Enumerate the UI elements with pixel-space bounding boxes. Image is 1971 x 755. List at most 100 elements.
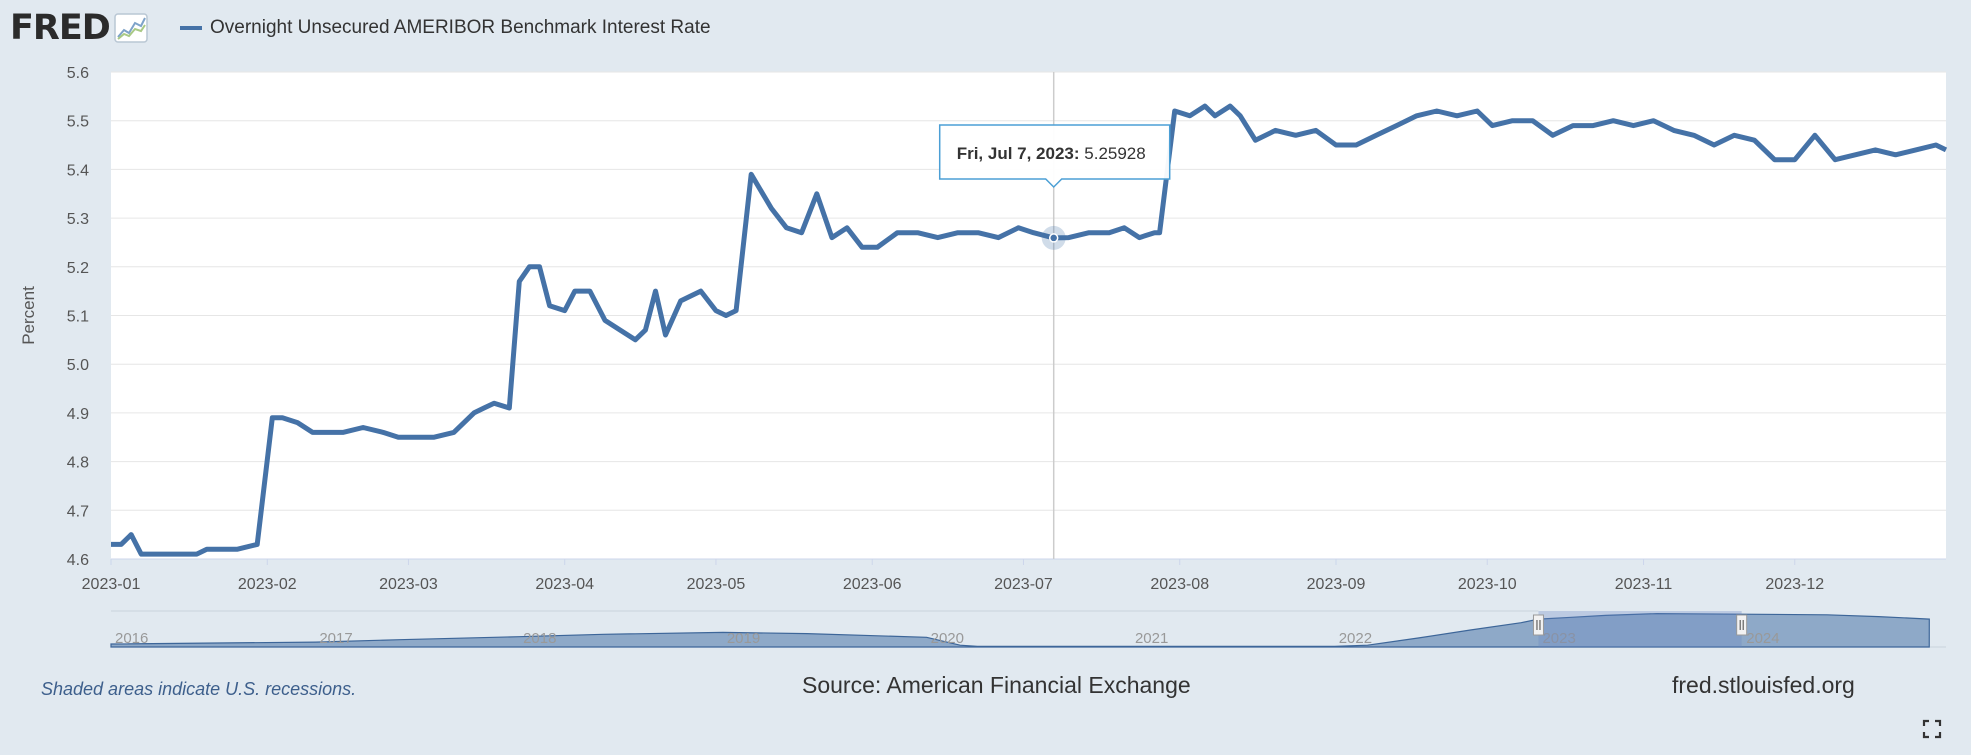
navigator-label: 2019 (727, 630, 760, 647)
chart[interactable]: 4.6 4.7 4.8 4.9 5.0 5.1 5.2 5.3 5.4 5.5 5.6 Percent… (0, 0, 1971, 670)
data-point (548, 304, 552, 308)
data-point (311, 430, 315, 434)
data-point (1833, 158, 1837, 162)
navigator-label: 2017 (319, 630, 352, 647)
header: FRED (10, 8, 148, 48)
data-point (1173, 109, 1177, 113)
data-point (1752, 138, 1756, 142)
data-point (689, 294, 693, 298)
line-chart-icon (114, 13, 148, 43)
data-point (270, 416, 274, 420)
data-point (1253, 138, 1257, 142)
data-point (1672, 128, 1676, 132)
x-tick-label: 2023-11 (1615, 576, 1673, 593)
data-point (1294, 133, 1298, 137)
data-point (1374, 133, 1378, 137)
x-tick-label: 2023-03 (379, 576, 438, 593)
data-point (643, 328, 647, 332)
data-point (411, 435, 415, 439)
data-point (1591, 124, 1595, 128)
data-point (1455, 114, 1459, 118)
data-point (1813, 133, 1817, 137)
data-point (205, 547, 209, 551)
navigator-label: 2022 (1339, 630, 1372, 647)
data-point (664, 333, 668, 337)
data-point (1712, 143, 1716, 147)
data-point (1853, 153, 1857, 157)
data-point (175, 552, 179, 556)
data-point (1631, 124, 1635, 128)
handle-grip (1532, 614, 1544, 636)
x-tick-label: 2023-04 (535, 576, 594, 593)
data-point (1611, 119, 1615, 123)
tooltip: Fri, Jul 7, 2023: 5.25928 (938, 124, 1171, 189)
data-point (280, 416, 284, 420)
data-point (936, 236, 940, 240)
navigator-label: 2024 (1746, 630, 1779, 647)
y-tick-label: 5.0 (67, 357, 89, 374)
data-point (1153, 231, 1157, 235)
site-link[interactable]: fred.stlouisfed.org (1672, 672, 1855, 698)
data-point (255, 542, 259, 546)
data-point (734, 309, 738, 313)
data-point (860, 245, 864, 249)
data-point (830, 236, 834, 240)
data-point (1934, 143, 1938, 147)
navigator-label: 2016 (115, 630, 148, 647)
data-point (361, 426, 365, 430)
fullscreen-icon[interactable] (1922, 719, 1942, 739)
x-tick-label: 2023-07 (994, 576, 1053, 593)
data-point (1490, 124, 1494, 128)
y-tick-label: 4.8 (67, 455, 89, 472)
fred-logo[interactable]: FRED (10, 8, 111, 48)
data-point (1873, 148, 1877, 152)
y-tick-label: 4.7 (67, 503, 89, 520)
data-point (1137, 236, 1141, 240)
data-point (956, 231, 960, 235)
data-point (381, 430, 385, 434)
data-point (1475, 109, 1479, 113)
navigator-handle-left[interactable] (1532, 614, 1544, 636)
navigator-selection (1538, 611, 1742, 647)
data-point (895, 231, 899, 235)
recession-note: Shaded areas indicate U.S. recessions. (41, 679, 357, 699)
navigator-label: 2020 (931, 630, 964, 647)
data-point (618, 328, 622, 332)
data-point (492, 401, 496, 405)
data-point (1213, 114, 1217, 118)
y-tick-label: 4.6 (67, 552, 89, 569)
navigator-label: 2021 (1135, 630, 1168, 647)
data-point (1894, 153, 1898, 157)
data-point (1314, 128, 1318, 132)
tooltip-value: 5.25928 (1084, 144, 1145, 163)
legend[interactable]: Overnight Unsecured AMERIBOR Benchmark I… (180, 17, 711, 39)
data-point (1571, 124, 1575, 128)
data-point (164, 552, 168, 556)
data-point (396, 435, 400, 439)
data-point (341, 430, 345, 434)
data-point (785, 226, 789, 230)
navigator-handle-right[interactable] (1736, 614, 1748, 636)
data-point (1510, 119, 1514, 123)
data-point (603, 318, 607, 322)
data-point (1158, 231, 1162, 235)
tooltip-date: Fri, Jul 7, 2023: (957, 144, 1085, 163)
data-point (1238, 114, 1242, 118)
y-tick-label: 5.5 (67, 114, 89, 131)
data-point (1274, 128, 1278, 132)
data-point (1415, 114, 1419, 118)
data-point (769, 206, 773, 210)
data-point (749, 172, 753, 176)
data-point (1334, 143, 1338, 147)
data-point (326, 430, 330, 434)
data-point (527, 265, 531, 269)
data-point (916, 231, 920, 235)
data-point (845, 226, 849, 230)
data-point (472, 411, 476, 415)
data-point (1203, 104, 1207, 108)
data-point (1732, 133, 1736, 137)
source-label: Source: American Financial Exchange (802, 672, 1191, 698)
data-point (996, 236, 1000, 240)
data-point (1067, 236, 1071, 240)
handle-grip (1736, 614, 1748, 636)
